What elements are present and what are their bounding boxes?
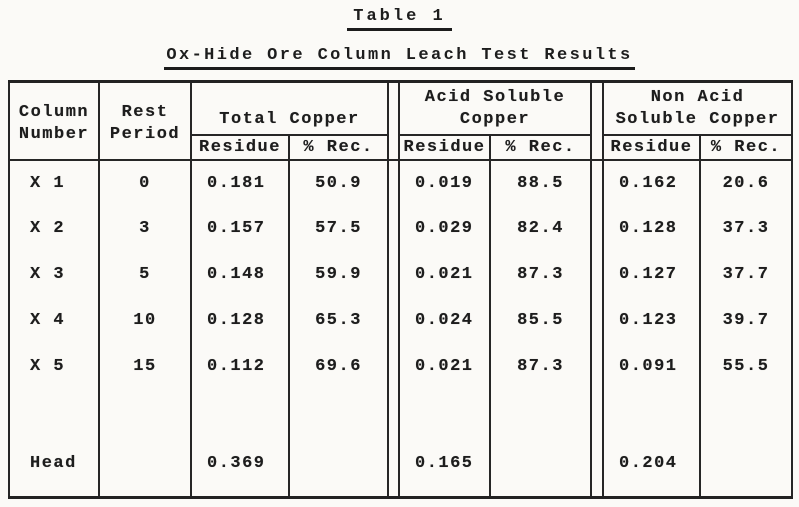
double-rule-spacer [387, 431, 400, 498]
header-group-total-copper: Total Copper [190, 81, 389, 136]
head-assay-row: Head 0.369 0.165 0.204 [8, 431, 793, 498]
cell-total-rec: 69.6 [288, 343, 389, 390]
cell-total-rec: 57.5 [288, 205, 389, 252]
table-subtitle-text: Ox-Hide Ore Column Leach Test Results [164, 46, 635, 70]
double-rule-spacer [387, 343, 400, 390]
table-title: Table 1 [0, 7, 799, 31]
double-rule-spacer [590, 81, 604, 161]
cell-acid-rec: 87.3 [489, 343, 592, 390]
cell-rest-period: 5 [98, 251, 192, 298]
cell-total-rec: 59.9 [288, 251, 389, 298]
subheader-rec: % Rec. [489, 134, 592, 161]
empty-cell [489, 389, 592, 432]
empty-cell [288, 431, 389, 498]
cell-nonacid-residue: 0.123 [602, 297, 701, 344]
cell-acid-residue: 0.165 [398, 431, 491, 498]
cell-total-residue: 0.148 [190, 251, 290, 298]
double-rule-spacer [590, 159, 604, 206]
double-rule-spacer [387, 297, 400, 344]
cell-total-residue: 0.157 [190, 205, 290, 252]
empty-cell [699, 431, 793, 498]
header-row-subcolumns: Residue % Rec. Residue % Rec. Residue % … [9, 134, 793, 161]
table-title-text: Table 1 [347, 7, 452, 31]
cell-nonacid-residue: 0.127 [602, 251, 701, 298]
cell-nonacid-residue: 0.128 [602, 205, 701, 252]
double-rule-spacer [590, 431, 604, 498]
cell-column-number: X 2 [8, 205, 100, 252]
table-row: X 5 15 0.112 69.6 0.021 87.3 0.091 55.5 [8, 343, 793, 390]
cell-nonacid-rec: 37.3 [699, 205, 793, 252]
cell-total-residue: 0.181 [190, 159, 290, 206]
subheader-rec: % Rec. [699, 134, 793, 161]
cell-acid-residue: 0.019 [398, 159, 491, 206]
double-rule-spacer [590, 251, 604, 298]
double-rule-spacer [387, 251, 400, 298]
double-rule-spacer [590, 297, 604, 344]
cell-acid-rec: 82.4 [489, 205, 592, 252]
cell-nonacid-rec: 20.6 [699, 159, 793, 206]
cell-column-number: X 4 [8, 297, 100, 344]
cell-total-rec: 50.9 [288, 159, 389, 206]
cell-nonacid-residue: 0.204 [602, 431, 701, 498]
cell-nonacid-residue: 0.091 [602, 343, 701, 390]
header-column-number: Column Number [8, 81, 100, 161]
table-row: X 2 3 0.157 57.5 0.029 82.4 0.128 37.3 [8, 205, 793, 252]
subheader-residue: Residue [602, 134, 701, 161]
cell-acid-residue: 0.024 [398, 297, 491, 344]
cell-rest-period: 10 [98, 297, 192, 344]
cell-rest-period: 15 [98, 343, 192, 390]
leach-results-table: Column Number Rest Period Total Copper A… [8, 80, 793, 499]
header-group-acid-soluble-copper: Acid Soluble Copper [398, 81, 592, 136]
cell-column-number: Head [8, 431, 100, 498]
cell-acid-rec: 87.3 [489, 251, 592, 298]
cell-nonacid-rec: 37.7 [699, 251, 793, 298]
cell-acid-residue: 0.021 [398, 251, 491, 298]
cell-total-rec: 65.3 [288, 297, 389, 344]
table-row: X 3 5 0.148 59.9 0.021 87.3 0.127 37.7 [8, 251, 793, 298]
cell-total-residue: 0.128 [190, 297, 290, 344]
subheader-rec: % Rec. [288, 134, 389, 161]
double-rule-spacer [387, 81, 400, 161]
empty-cell [98, 389, 192, 432]
empty-cell [8, 389, 100, 432]
empty-cell [288, 389, 389, 432]
blank-row [8, 389, 793, 432]
cell-acid-rec: 85.5 [489, 297, 592, 344]
double-rule-spacer [590, 389, 604, 432]
cell-rest-period: 3 [98, 205, 192, 252]
cell-column-number: X 1 [8, 159, 100, 206]
header-group-non-acid-soluble-copper: Non Acid Soluble Copper [602, 81, 793, 136]
header-rest-period: Rest Period [98, 81, 192, 161]
double-rule-spacer [590, 343, 604, 390]
double-rule-spacer [590, 205, 604, 252]
subheader-residue: Residue [190, 134, 290, 161]
cell-acid-residue: 0.021 [398, 343, 491, 390]
cell-column-number: X 5 [8, 343, 100, 390]
cell-rest-period: 0 [98, 159, 192, 206]
empty-cell [190, 389, 290, 432]
empty-cell [489, 431, 592, 498]
cell-nonacid-rec: 55.5 [699, 343, 793, 390]
cell-column-number: X 3 [8, 251, 100, 298]
double-rule-spacer [387, 205, 400, 252]
empty-cell [398, 389, 491, 432]
empty-cell [602, 389, 701, 432]
double-rule-spacer [387, 159, 400, 206]
table-row: X 1 0 0.181 50.9 0.019 88.5 0.162 20.6 [8, 159, 793, 206]
cell-acid-rec: 88.5 [489, 159, 592, 206]
cell-nonacid-residue: 0.162 [602, 159, 701, 206]
double-rule-spacer [387, 389, 400, 432]
empty-cell [699, 389, 793, 432]
table-row: X 4 10 0.128 65.3 0.024 85.5 0.123 39.7 [8, 297, 793, 344]
subheader-residue: Residue [398, 134, 491, 161]
table-subtitle: Ox-Hide Ore Column Leach Test Results [0, 46, 799, 70]
cell-total-residue: 0.369 [190, 431, 290, 498]
cell-acid-residue: 0.029 [398, 205, 491, 252]
empty-cell [98, 431, 192, 498]
cell-total-residue: 0.112 [190, 343, 290, 390]
cell-nonacid-rec: 39.7 [699, 297, 793, 344]
header-row-groups: Column Number Rest Period Total Copper A… [8, 81, 793, 161]
